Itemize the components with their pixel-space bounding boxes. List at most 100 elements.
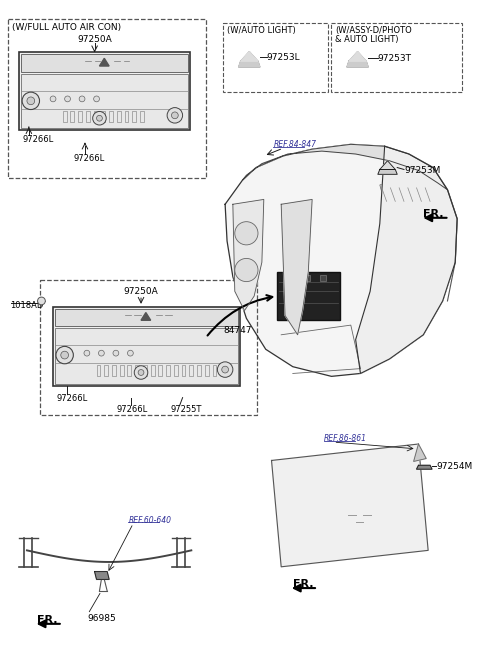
- Circle shape: [138, 370, 144, 375]
- Bar: [117, 110, 120, 122]
- Circle shape: [93, 112, 106, 125]
- Circle shape: [79, 96, 85, 102]
- Bar: [53, 307, 240, 386]
- Circle shape: [235, 221, 258, 245]
- Bar: [158, 365, 162, 376]
- Text: 96985: 96985: [88, 614, 117, 623]
- Polygon shape: [240, 51, 258, 61]
- Bar: [96, 365, 100, 376]
- Circle shape: [96, 116, 102, 121]
- Bar: [277, 272, 340, 320]
- Polygon shape: [225, 145, 457, 376]
- Bar: [128, 365, 132, 376]
- Bar: [101, 110, 105, 122]
- Bar: [380, 170, 440, 202]
- Bar: [120, 365, 124, 376]
- Polygon shape: [378, 170, 397, 174]
- Circle shape: [65, 96, 71, 102]
- Polygon shape: [99, 58, 109, 66]
- Circle shape: [56, 346, 73, 364]
- Text: 97250A: 97250A: [124, 287, 158, 296]
- Bar: [197, 365, 201, 376]
- Bar: [104, 365, 108, 376]
- Bar: [55, 309, 238, 326]
- Bar: [112, 365, 116, 376]
- Circle shape: [84, 350, 90, 356]
- Text: (W/AUTO LIGHT): (W/AUTO LIGHT): [227, 26, 296, 35]
- Polygon shape: [417, 465, 432, 469]
- Bar: [205, 365, 209, 376]
- Text: & AUTO LIGHT): & AUTO LIGHT): [336, 35, 399, 44]
- Polygon shape: [414, 444, 426, 461]
- Text: FR.: FR.: [36, 615, 57, 625]
- Circle shape: [94, 96, 99, 102]
- Text: 97253L: 97253L: [267, 53, 300, 62]
- Circle shape: [235, 258, 258, 282]
- Text: 97250A: 97250A: [77, 35, 112, 44]
- Polygon shape: [281, 200, 312, 335]
- Bar: [181, 365, 185, 376]
- Text: 97266L: 97266L: [22, 135, 53, 144]
- Circle shape: [128, 350, 133, 356]
- Polygon shape: [272, 444, 428, 567]
- Bar: [39, 280, 257, 415]
- Bar: [63, 110, 67, 122]
- Text: 97255T: 97255T: [170, 405, 202, 415]
- Circle shape: [222, 366, 228, 373]
- Bar: [140, 110, 144, 122]
- Bar: [71, 110, 74, 122]
- Polygon shape: [349, 51, 366, 61]
- Text: 97266L: 97266L: [57, 394, 88, 403]
- Circle shape: [134, 366, 148, 379]
- Bar: [21, 55, 188, 72]
- Polygon shape: [347, 61, 368, 67]
- Bar: [213, 365, 216, 376]
- Circle shape: [113, 350, 119, 356]
- Polygon shape: [239, 61, 260, 67]
- Circle shape: [171, 112, 178, 119]
- Text: 97254M: 97254M: [436, 463, 472, 471]
- Bar: [125, 110, 129, 122]
- Text: REF.84-847: REF.84-847: [274, 141, 316, 150]
- Bar: [135, 365, 139, 376]
- Polygon shape: [356, 147, 457, 373]
- Bar: [19, 53, 191, 130]
- Bar: [143, 365, 147, 376]
- Text: 84747: 84747: [224, 326, 252, 335]
- Polygon shape: [233, 200, 264, 311]
- Circle shape: [27, 97, 35, 104]
- Polygon shape: [380, 161, 395, 170]
- Text: REF.86-861: REF.86-861: [324, 434, 367, 443]
- Polygon shape: [95, 572, 109, 579]
- Bar: [189, 365, 193, 376]
- Bar: [320, 275, 325, 281]
- Text: 97253M: 97253M: [404, 166, 440, 175]
- Bar: [166, 365, 170, 376]
- Text: 97253T: 97253T: [378, 55, 412, 64]
- Polygon shape: [141, 313, 151, 320]
- Bar: [151, 365, 155, 376]
- Text: (W/ASSY-D/PHOTO: (W/ASSY-D/PHOTO: [336, 26, 412, 35]
- Bar: [289, 275, 295, 281]
- Text: FR.: FR.: [293, 579, 313, 589]
- Circle shape: [22, 92, 39, 110]
- Circle shape: [167, 108, 182, 123]
- Text: 97266L: 97266L: [117, 405, 148, 415]
- Circle shape: [217, 362, 233, 377]
- Bar: [86, 110, 90, 122]
- Bar: [174, 365, 178, 376]
- Bar: [304, 275, 310, 281]
- Bar: [94, 110, 97, 122]
- Bar: [223, 22, 328, 92]
- Bar: [132, 110, 136, 122]
- Circle shape: [37, 297, 45, 305]
- Text: (W/FULL AUTO AIR CON): (W/FULL AUTO AIR CON): [12, 22, 121, 32]
- Bar: [8, 18, 206, 178]
- Text: FR.: FR.: [423, 209, 444, 219]
- Text: 1018AD: 1018AD: [11, 301, 44, 310]
- Bar: [332, 22, 462, 92]
- Bar: [78, 110, 82, 122]
- Text: 97266L: 97266L: [73, 154, 105, 163]
- Bar: [55, 328, 238, 384]
- Bar: [109, 110, 113, 122]
